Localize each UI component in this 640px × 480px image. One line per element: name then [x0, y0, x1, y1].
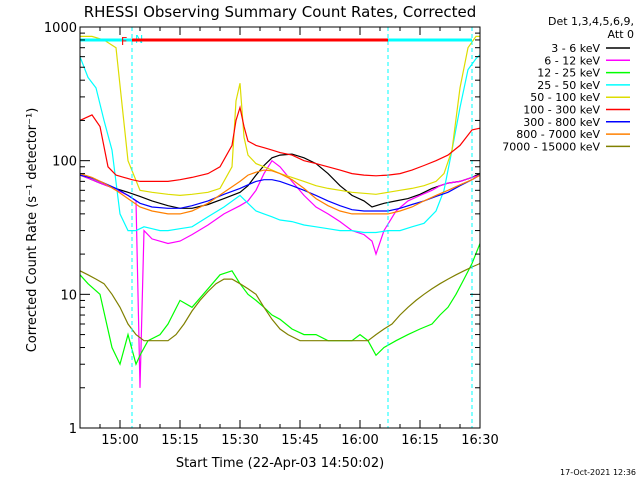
attenuator-label: F [121, 35, 127, 48]
x-tick-label: 15:30 [221, 433, 258, 448]
x-tick-label: 16:00 [341, 433, 378, 448]
series-layer [79, 35, 481, 388]
y-tick-label: 100 [52, 155, 77, 170]
legend-label-4: 50 - 100 keV [530, 91, 600, 104]
legend-label-1: 6 - 12 keV [544, 54, 600, 67]
series-line-1 [79, 159, 481, 388]
footer-timestamp: 17-Oct-2021 12:36 [560, 468, 636, 477]
chart-title: RHESSI Observing Summary Count Rates, Co… [84, 3, 477, 21]
series-line-6 [79, 174, 481, 212]
overlay-layer: NF [80, 27, 473, 428]
x-tick-label: 15:00 [101, 433, 138, 448]
y-tick-label: 1000 [44, 21, 77, 36]
x-axis-label: Start Time (22-Apr-03 14:50:02) [176, 456, 384, 471]
legend-label-5: 100 - 300 keV [523, 104, 600, 117]
x-tick-label: 15:45 [281, 433, 318, 448]
legend-label-8: 7000 - 15000 keV [502, 140, 600, 153]
legend-label-2: 12 - 25 keV [537, 67, 600, 80]
legend-label-7: 800 - 7000 keV [516, 128, 600, 141]
x-tick-label: 15:15 [161, 433, 198, 448]
legend-label-3: 25 - 50 keV [537, 79, 600, 92]
legend-header-line-2: Att 0 [608, 28, 634, 41]
series-line-8 [79, 262, 481, 342]
series-line-7 [79, 169, 481, 215]
x-tick-label: 16:15 [401, 433, 438, 448]
y-axis-label: Corrected Count Rate (s⁻¹ detector⁻¹) [25, 108, 40, 353]
series-line-5 [79, 105, 481, 182]
series-line-0 [79, 153, 481, 209]
series-line-2 [79, 243, 481, 366]
x-tick-label: 16:30 [461, 433, 498, 448]
series-line-4 [80, 35, 480, 197]
y-tick-label: 10 [60, 288, 77, 303]
legend-label-0: 3 - 6 keV [551, 42, 600, 55]
y-tick-label: 1 [69, 422, 77, 437]
axes-layer: 15:00 15:15 15:30 15:45 16:00 16:15 16:30 1 10 10… [44, 21, 499, 448]
legend-header-line-1: Det 1,3,4,5,6,9, [548, 15, 634, 28]
legend-label-6: 300 - 800 keV [523, 116, 600, 129]
series-line-3 [79, 54, 481, 234]
